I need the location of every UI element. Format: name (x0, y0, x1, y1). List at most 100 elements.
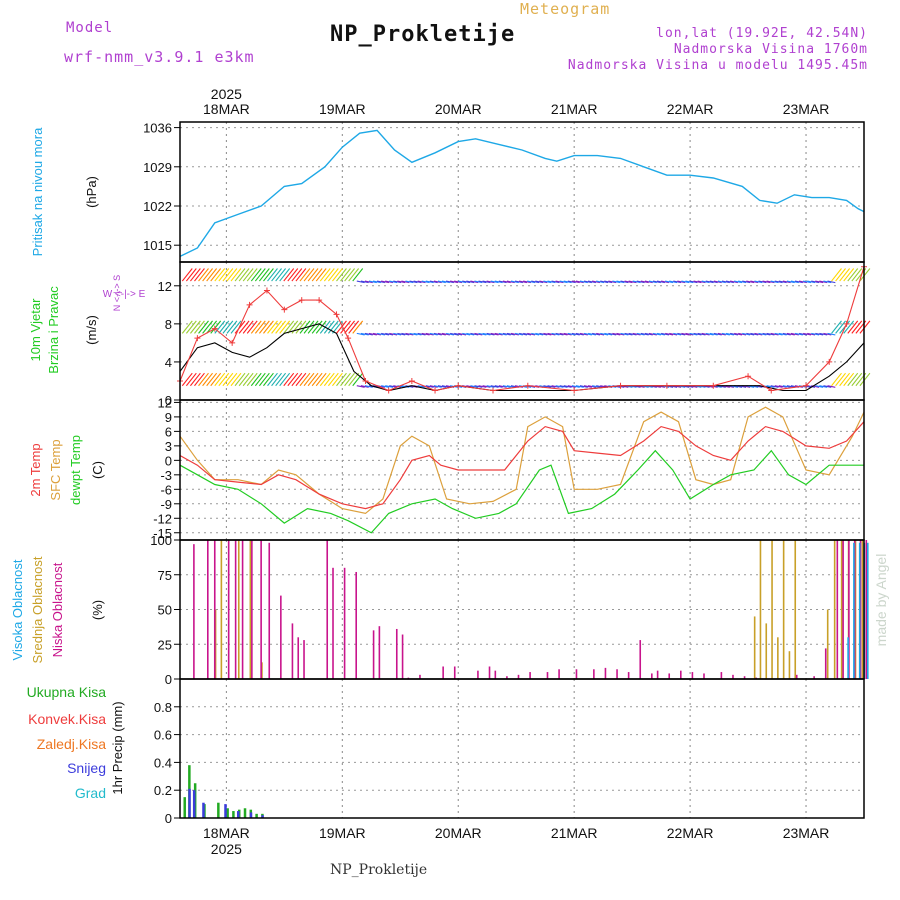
wind-barb (226, 320, 238, 334)
wind-barb (762, 332, 771, 336)
wind-barb (697, 280, 706, 284)
wind-barb (616, 332, 625, 336)
y-tick-label: 0.8 (154, 700, 172, 715)
low-cloud-bar (865, 540, 868, 679)
wind-barb (827, 280, 836, 284)
wind-barb (843, 320, 855, 334)
wind-barb (385, 385, 394, 388)
wind-barb (555, 385, 564, 388)
wind-barb (575, 280, 584, 284)
wind-barb (754, 280, 763, 284)
wind-barb (372, 332, 381, 336)
snow-precip-bar (249, 812, 253, 818)
wind-barb (218, 372, 230, 387)
wind-barb (336, 372, 347, 387)
wind-barb (527, 280, 536, 284)
bottom-year-label: 2025 (211, 841, 242, 857)
wind-gust-marker (281, 306, 288, 313)
low-cloud-bar (604, 667, 607, 679)
wind-barb (202, 372, 213, 387)
wind-barb (685, 332, 694, 336)
wind-barb (859, 268, 871, 282)
wind-barb (364, 332, 373, 336)
wind-barb (689, 332, 698, 336)
wind-barb (429, 332, 438, 336)
wind-barb (531, 280, 540, 284)
wind-barb (385, 280, 394, 284)
wind-barb (315, 372, 327, 387)
wind-barb (839, 268, 851, 282)
wind-barb (559, 280, 568, 284)
wind-barb (441, 385, 450, 388)
wind-barb (717, 280, 726, 284)
mid-cloud-bar (782, 540, 785, 679)
t2m-line (179, 421, 865, 510)
wind-barb (506, 280, 515, 284)
wind-barb (709, 332, 718, 336)
wind-barb (250, 372, 262, 387)
wind-barb (673, 280, 682, 284)
wind-barb (238, 320, 250, 334)
wind-barb (498, 385, 507, 388)
snow-precip-bar (202, 802, 205, 818)
sfc-temp-line (179, 406, 865, 515)
wind-barb (851, 372, 863, 387)
wind-gust-marker (211, 325, 218, 332)
mid-cloud-bar (854, 540, 857, 679)
wind-barb (352, 320, 364, 334)
wind-barb (222, 268, 234, 282)
wind-gust-marker (246, 301, 253, 308)
y-tick-label: 100 (150, 533, 172, 548)
wind-barb (271, 320, 282, 334)
wind-barb (620, 332, 629, 336)
wind-barb (636, 280, 645, 284)
wind-barb (490, 385, 499, 388)
low-cloud-bar (732, 674, 734, 679)
wind-barb (701, 280, 710, 284)
low-cloud-bar (703, 673, 705, 679)
snow-precip-bar (236, 811, 240, 818)
low-cloud-bar (378, 626, 381, 679)
wind-barb (815, 280, 824, 284)
wind-barb (539, 280, 548, 284)
wind-barb (587, 280, 597, 284)
wind-barb (717, 332, 726, 336)
wind-barb (559, 332, 568, 336)
wind-barb (632, 332, 641, 336)
wind-barb (835, 372, 846, 387)
wind-barb (202, 320, 213, 334)
wind-barb (758, 280, 767, 284)
wind-barb (486, 280, 495, 284)
wind-barb (656, 332, 666, 336)
wind-barb (851, 268, 863, 282)
wind-barb (535, 280, 544, 284)
wind-barb (194, 372, 205, 387)
wind-barb (596, 280, 605, 284)
wind-barb (498, 332, 507, 336)
wind-gust-marker (316, 297, 323, 304)
wind-barb (815, 385, 824, 388)
mid-cloud-bar (861, 540, 864, 679)
bottom-day-label: 18MAR (203, 825, 250, 841)
low-cloud-bar (836, 540, 839, 679)
model-elevation-label: Nadmorska Visina u modelu 1495.45m (567, 58, 868, 73)
mid-cloud-bar (833, 540, 836, 679)
low-cloud-bar (639, 640, 642, 679)
wind-barb (823, 385, 832, 388)
wind-barb (640, 332, 649, 336)
wind-barb (523, 280, 532, 284)
wind-barb (327, 268, 339, 282)
wind-gust-marker (617, 382, 624, 389)
top-day-label: 23MAR (783, 101, 830, 117)
wind-gust-marker (385, 387, 392, 394)
mid-cloud-bar (840, 540, 843, 679)
wind-barb (543, 332, 552, 336)
wind-barb (381, 332, 390, 336)
wind-barb (778, 332, 787, 336)
mid-cloud-bar (261, 662, 263, 679)
wind-barb (230, 320, 242, 334)
wind-barb (612, 280, 621, 284)
wind-barb (583, 280, 592, 284)
wind-barb (470, 332, 479, 336)
wind-barb (847, 372, 859, 387)
